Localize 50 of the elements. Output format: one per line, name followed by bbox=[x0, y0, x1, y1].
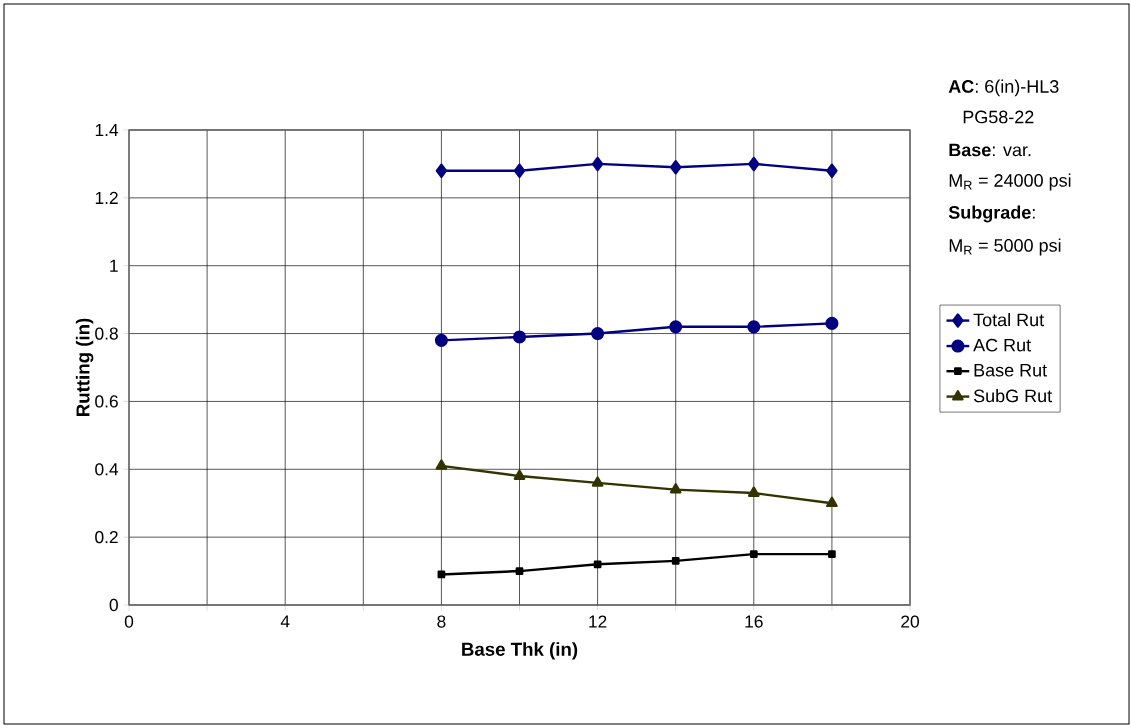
legend-label: AC Rut bbox=[973, 338, 1031, 352]
point bbox=[828, 550, 836, 558]
point bbox=[826, 496, 838, 508]
x-tick-label: 0 bbox=[124, 615, 134, 628]
y-tick-label: 0.6 bbox=[95, 395, 118, 408]
point bbox=[512, 330, 527, 344]
legend-label: Total Rut bbox=[973, 313, 1045, 327]
point bbox=[748, 156, 760, 172]
point bbox=[434, 333, 448, 347]
y-tick-label: 0.8 bbox=[95, 327, 118, 340]
x-tick-label: 4 bbox=[280, 615, 290, 628]
y-tick-label: 0.2 bbox=[95, 531, 118, 544]
x-tick-label: 12 bbox=[589, 615, 607, 628]
y-tick-label: 0 bbox=[109, 598, 118, 612]
y-tick-label: 0.4 bbox=[95, 463, 119, 476]
text: Base: var. bbox=[949, 143, 1031, 157]
x-tick-label: 16 bbox=[745, 615, 763, 628]
point bbox=[513, 163, 526, 178]
point bbox=[669, 483, 682, 494]
legend-label: SubG Rut bbox=[973, 389, 1052, 403]
x-tick-label: 20 bbox=[901, 615, 919, 628]
text: PG58-22 bbox=[963, 110, 1034, 124]
y-tick-label: 1.4 bbox=[95, 124, 119, 136]
legend-label: Base Rut bbox=[974, 364, 1047, 377]
point bbox=[825, 316, 839, 330]
point bbox=[749, 550, 758, 558]
point bbox=[591, 476, 604, 487]
point bbox=[747, 486, 760, 497]
point bbox=[671, 557, 680, 565]
text: M$_{R}$ = 24000 psi bbox=[949, 173, 1071, 191]
point bbox=[826, 163, 838, 178]
point bbox=[747, 320, 761, 334]
point bbox=[591, 156, 604, 172]
y-tick-label: 1 bbox=[110, 259, 118, 272]
text: M$_{R}$ = 5000 psi bbox=[949, 238, 1061, 256]
point bbox=[593, 560, 602, 569]
point bbox=[591, 327, 605, 341]
y-tick-label: 1.2 bbox=[95, 191, 118, 204]
point bbox=[435, 459, 448, 470]
x-axis-title: Base Thk (in) bbox=[462, 642, 578, 660]
text: AC: 6(in)-HL3 bbox=[948, 79, 1059, 97]
y-axis-title: Rutting (in) bbox=[75, 318, 94, 416]
x-tick-label: 8 bbox=[437, 615, 446, 628]
point bbox=[435, 163, 448, 178]
text: Subgrade: bbox=[948, 205, 1035, 223]
point bbox=[437, 570, 446, 579]
point bbox=[513, 469, 526, 480]
point bbox=[669, 320, 683, 334]
point bbox=[670, 160, 682, 175]
point bbox=[515, 567, 524, 575]
